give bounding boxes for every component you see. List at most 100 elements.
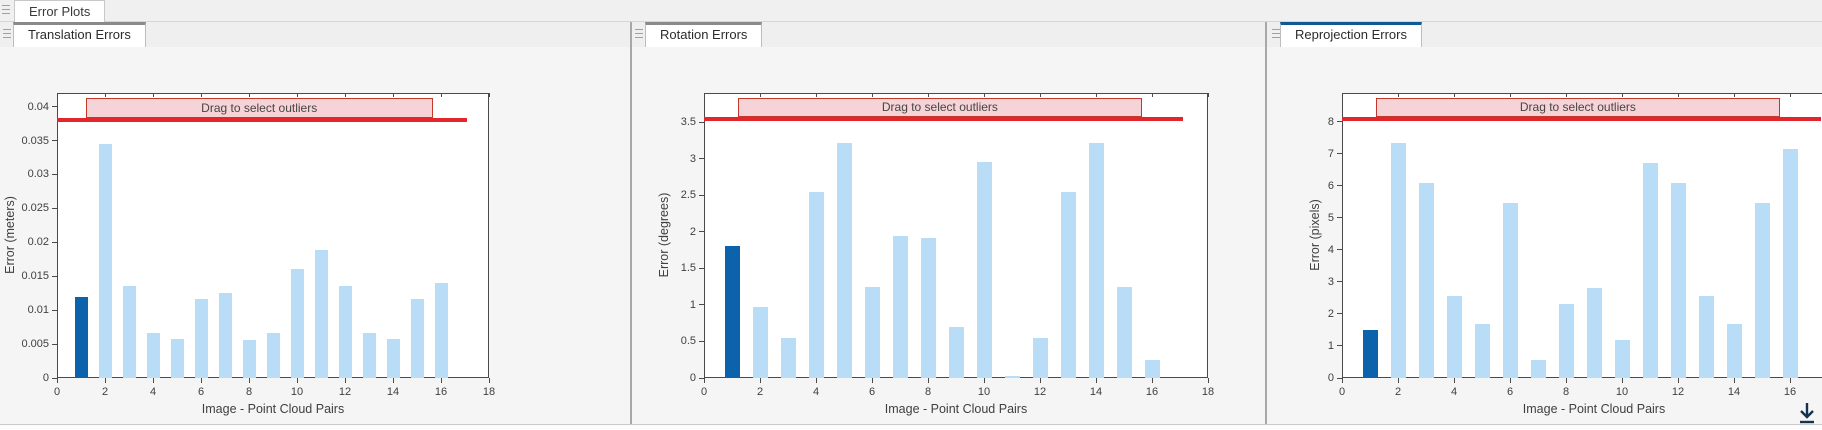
figure-tab-bar: Reprojection Errors <box>1267 22 1822 47</box>
tab-rotation-errors[interactable]: Rotation Errors <box>645 22 763 47</box>
x-tick-mark-top <box>200 93 202 97</box>
bar[interactable] <box>338 286 352 378</box>
x-tick-mark-top <box>1509 93 1511 97</box>
bar[interactable] <box>1558 304 1574 378</box>
bar[interactable] <box>170 338 184 378</box>
bar[interactable] <box>1614 339 1630 378</box>
bar[interactable] <box>266 332 280 378</box>
y-tick-mark <box>52 275 57 277</box>
bar-highlighted[interactable] <box>1362 329 1378 378</box>
x-tick-mark <box>488 378 490 383</box>
y-tick-mark <box>1337 377 1342 379</box>
bar[interactable] <box>1390 142 1406 378</box>
bar[interactable] <box>1088 142 1104 378</box>
bar[interactable] <box>146 332 160 378</box>
bar-highlighted[interactable] <box>724 246 740 378</box>
y-tick-mark <box>699 231 704 233</box>
drag-grip-icon[interactable] <box>635 29 643 40</box>
bar[interactable] <box>864 286 880 378</box>
drag-grip-icon[interactable] <box>3 29 11 40</box>
bar[interactable] <box>976 162 992 378</box>
x-tick-mark <box>1151 378 1153 383</box>
y-tick-mark <box>699 377 704 379</box>
x-tick-mark <box>104 378 106 383</box>
x-tick-mark-top <box>440 93 442 97</box>
bar[interactable] <box>362 333 376 378</box>
x-tick-mark-top <box>871 93 873 97</box>
bar[interactable] <box>892 235 908 378</box>
bar[interactable] <box>434 283 448 378</box>
bar[interactable] <box>1418 182 1434 378</box>
y-tick-label: 0 <box>689 372 696 384</box>
y-tick-mark <box>1337 217 1342 219</box>
drag-grip-icon[interactable] <box>2 5 10 16</box>
bar[interactable] <box>386 338 400 378</box>
bar-highlighted[interactable] <box>74 296 88 378</box>
x-tick-mark-top <box>56 93 58 97</box>
bar[interactable] <box>290 269 304 378</box>
bar[interactable] <box>410 299 424 378</box>
tab-translation-errors[interactable]: Translation Errors <box>13 22 146 47</box>
bar[interactable] <box>314 250 328 378</box>
y-tick-label: 0 <box>1327 372 1334 384</box>
bar[interactable] <box>194 299 208 378</box>
y-tick-mark <box>52 241 57 243</box>
bar[interactable] <box>1530 360 1546 378</box>
bar[interactable] <box>122 286 136 378</box>
bar[interactable] <box>1586 288 1602 378</box>
bar[interactable] <box>948 326 964 378</box>
bar[interactable] <box>1004 375 1020 378</box>
y-tick-label: 0.5 <box>680 335 696 348</box>
x-axis-label: Image - Point Cloud Pairs <box>201 402 345 416</box>
x-tick-label: 4 <box>1450 386 1458 398</box>
bar[interactable] <box>752 307 768 378</box>
bar[interactable] <box>242 340 256 378</box>
bar[interactable] <box>836 142 852 378</box>
bar[interactable] <box>1642 163 1658 378</box>
bar[interactable] <box>218 292 232 378</box>
bar[interactable] <box>1116 286 1132 378</box>
tab-error-plots[interactable]: Error Plots <box>14 0 106 22</box>
drag-select-outliers-box[interactable]: Drag to select outliers <box>737 98 1143 117</box>
drag-select-outliers-box[interactable]: Drag to select outliers <box>85 98 433 119</box>
x-tick-mark-top <box>1677 93 1679 97</box>
x-tick-label: 6 <box>1506 386 1514 398</box>
dock-arrow-icon[interactable] <box>1796 401 1818 425</box>
y-tick-mark <box>52 106 57 108</box>
bar[interactable] <box>1698 296 1714 378</box>
bar[interactable] <box>920 237 936 378</box>
y-tick-label: 7 <box>1327 147 1334 160</box>
tab-reprojection-errors[interactable]: Reprojection Errors <box>1280 22 1422 47</box>
bar[interactable] <box>1060 191 1076 378</box>
drag-select-outliers-box[interactable]: Drag to select outliers <box>1375 98 1781 117</box>
bar[interactable] <box>1032 337 1048 378</box>
panel-translation-errors: Translation Errors Error (meters) Image … <box>0 22 630 424</box>
x-tick-mark-top <box>1397 93 1399 97</box>
bar[interactable] <box>1474 323 1490 378</box>
y-tick-mark <box>1337 281 1342 283</box>
bar[interactable] <box>1502 203 1518 378</box>
bar[interactable] <box>1782 149 1798 378</box>
y-tick-mark <box>699 267 704 269</box>
y-tick-label: 0.025 <box>21 202 49 215</box>
x-tick-mark-top <box>1341 93 1343 97</box>
y-tick-mark <box>1337 249 1342 251</box>
bar[interactable] <box>1144 359 1160 378</box>
bar[interactable] <box>98 143 112 378</box>
x-tick-label: 2 <box>101 386 109 398</box>
drag-grip-icon[interactable] <box>1272 29 1280 40</box>
x-tick-mark-top <box>152 93 154 97</box>
x-axis-label: Image - Point Cloud Pairs <box>1522 402 1666 416</box>
bar[interactable] <box>780 337 796 378</box>
x-axis-label: Image - Point Cloud Pairs <box>884 402 1028 416</box>
bar[interactable] <box>1670 182 1686 378</box>
bar[interactable] <box>808 191 824 378</box>
x-tick-label: 6 <box>197 386 205 398</box>
reprojection-errors-plot[interactable] <box>1342 93 1822 378</box>
x-tick-label: 4 <box>149 386 157 398</box>
bar[interactable] <box>1726 323 1742 378</box>
x-tick-mark <box>248 378 250 383</box>
bar[interactable] <box>1446 296 1462 378</box>
bar[interactable] <box>1754 203 1770 378</box>
x-tick-label: 10 <box>290 386 304 398</box>
